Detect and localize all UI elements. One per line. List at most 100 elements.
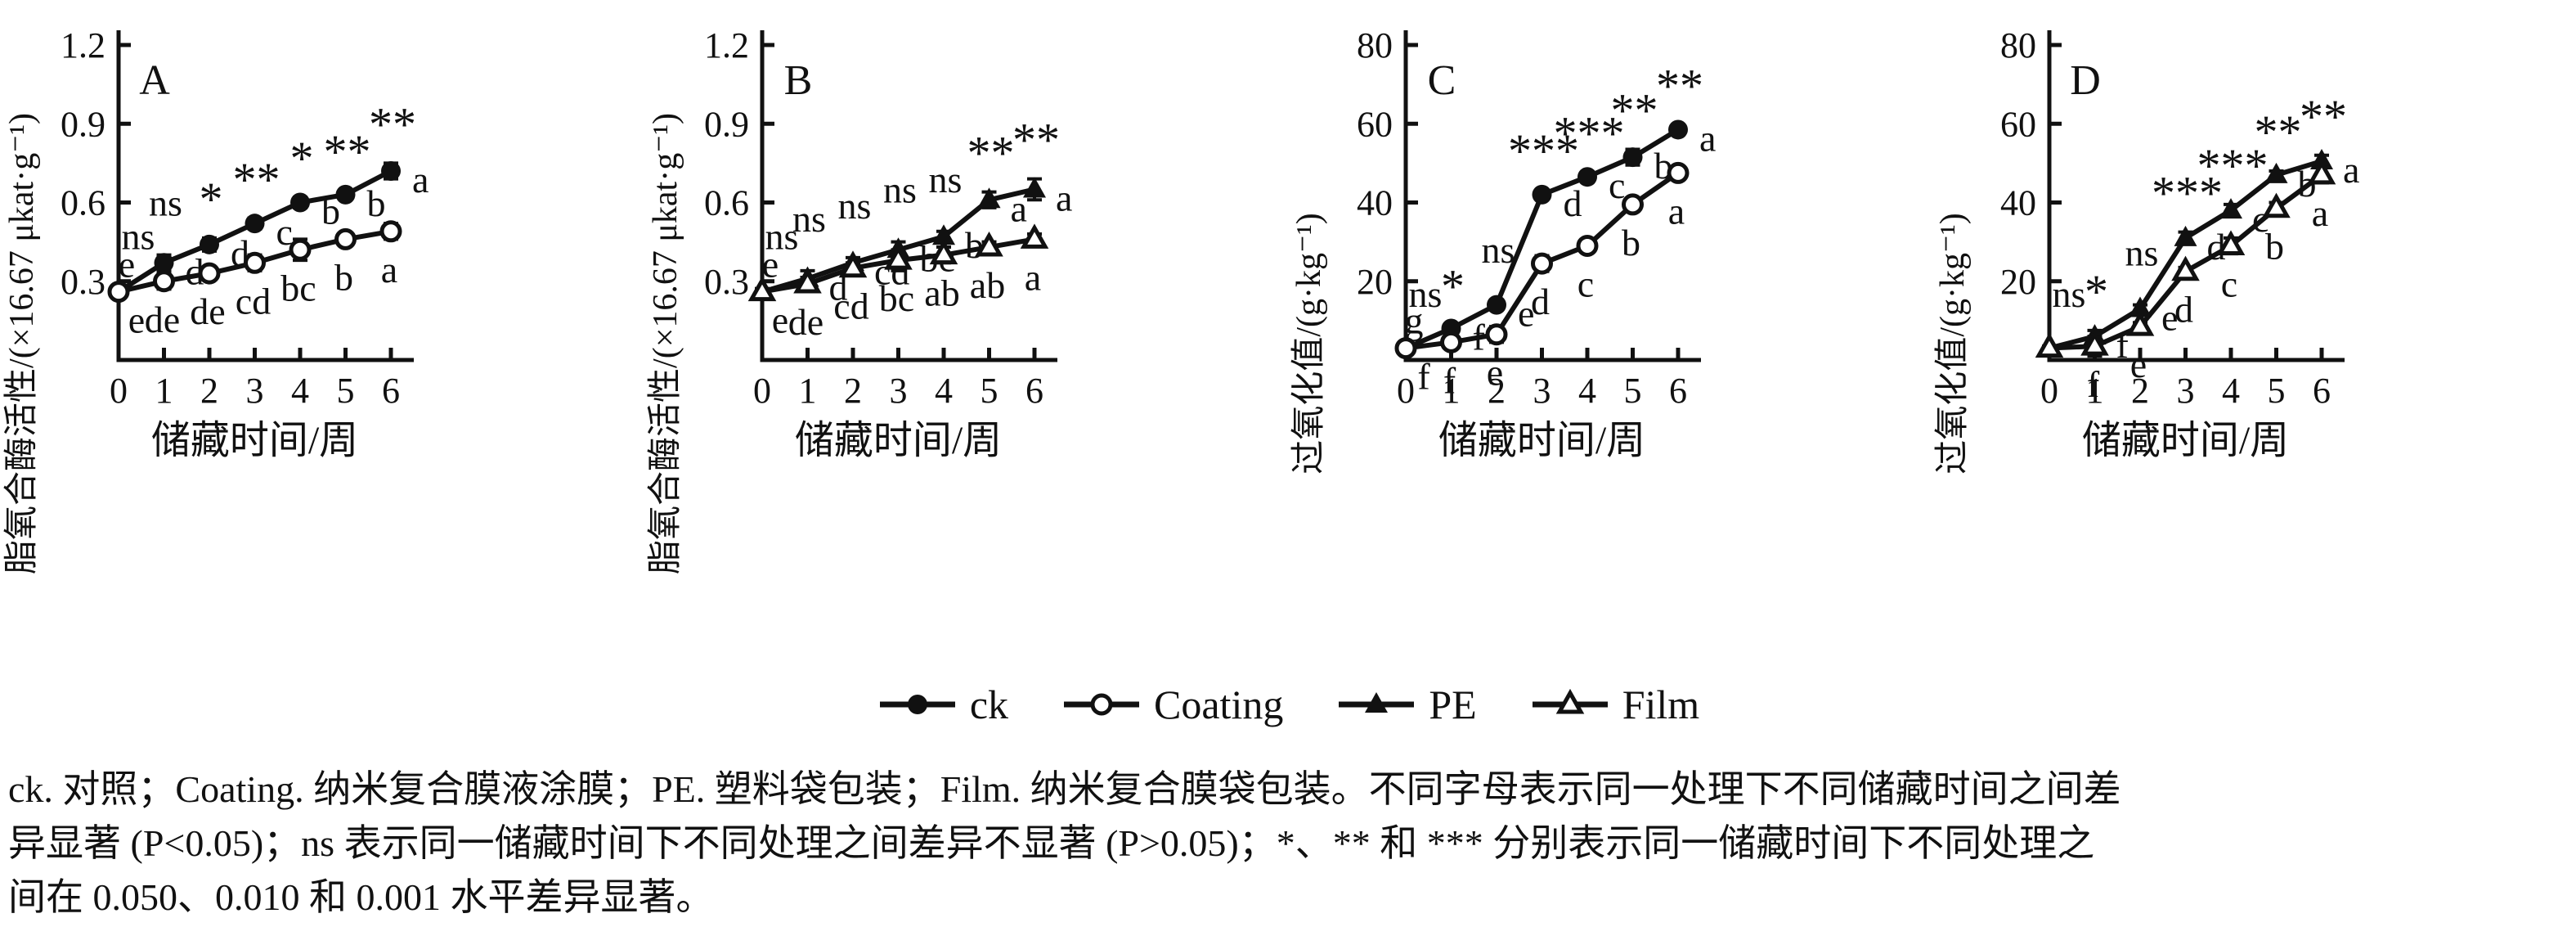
point-letter: bc xyxy=(879,277,914,319)
series-Film: e de cd bc ab ab a xyxy=(747,223,1049,343)
data-point-filled-triangle xyxy=(2174,225,2197,246)
data-point-open-triangle xyxy=(2125,311,2155,336)
y-tick-label: 20 xyxy=(2000,262,2036,302)
x-tick-label: 1 xyxy=(155,371,173,411)
y-tick-label: 80 xyxy=(2000,25,2036,65)
data-point-filled-circle xyxy=(1487,295,1506,315)
data-point-open-circle xyxy=(1576,234,1599,257)
data-point-open-circle xyxy=(1622,193,1644,216)
data-point-filled-circle xyxy=(154,253,174,273)
point-letter: a xyxy=(2343,149,2359,191)
point-letter: b xyxy=(1622,222,1640,263)
data-point-open-circle xyxy=(1531,252,1553,275)
data-point-open-triangle xyxy=(2262,192,2291,218)
data-point-filled-circle xyxy=(1668,119,1688,140)
point-letter: a xyxy=(1056,177,1072,218)
point-letter: f xyxy=(1443,359,1456,401)
x-tick-label: 5 xyxy=(981,371,999,411)
point-letter: b xyxy=(321,191,340,232)
sig-marker: ns xyxy=(929,159,963,200)
point-letter: d xyxy=(2174,289,2193,331)
data-point-filled-circle xyxy=(907,695,927,714)
data-point-open-triangle xyxy=(2035,332,2064,358)
x-tick-label: 0 xyxy=(753,371,771,411)
figure-caption: ck. 对照；Coating. 纳米复合膜液涂膜；PE. 塑料袋包装；Film.… xyxy=(8,763,2565,925)
sig-marker: ns xyxy=(1482,229,1515,271)
legend-item-coating: Coating xyxy=(1061,684,1283,725)
y-axis-label: 过氧化值/(g·kg⁻¹) xyxy=(1290,213,1328,474)
point-letter: e xyxy=(119,244,135,286)
y-tick-label: 40 xyxy=(1357,183,1393,223)
panel-label: D xyxy=(2070,57,2101,104)
sig-marker: ** xyxy=(967,127,1015,180)
data-point-filled-circle xyxy=(381,161,401,181)
sig-marker: ns xyxy=(122,216,155,258)
data-point-open-triangle xyxy=(793,268,822,294)
point-letter: e xyxy=(772,299,788,341)
data-point-filled-circle xyxy=(1577,167,1597,187)
point-letter: e xyxy=(128,299,145,341)
sig-marker: ns xyxy=(883,169,917,211)
point-letter: de xyxy=(788,301,824,343)
sig-marker: *** xyxy=(2197,139,2269,192)
data-point-open-triangle xyxy=(1020,223,1049,249)
data-point-filled-circle xyxy=(290,192,310,213)
x-tick-label: 6 xyxy=(1669,371,1687,411)
point-letter: cd xyxy=(236,280,271,322)
legend-label: Coating xyxy=(1154,682,1284,727)
axes xyxy=(1403,30,1701,362)
sig-marker: *** xyxy=(1508,124,1579,178)
legend: ck Coating PE Film xyxy=(0,684,2576,725)
panel-label: B xyxy=(784,57,813,104)
point-letter: ab xyxy=(924,272,959,314)
point-letter: ab xyxy=(970,264,1005,306)
sig-marker: * xyxy=(1441,260,1465,313)
x-axis-label: 储藏时间/周 xyxy=(1438,419,1645,462)
x-tick-label: 6 xyxy=(1025,371,1043,411)
x-tick-label: 0 xyxy=(110,371,128,411)
sig-marker: ** xyxy=(324,125,371,178)
data-point-filled-triangle xyxy=(2129,296,2152,317)
point-letter: e xyxy=(2130,344,2147,385)
data-point-open-triangle xyxy=(838,252,868,278)
sig-marker: *** xyxy=(2152,167,2223,220)
sig-marker: ** xyxy=(369,97,416,151)
point-letter: d xyxy=(1531,281,1550,322)
point-letter: f xyxy=(1417,356,1430,398)
y-tick-label: 20 xyxy=(1357,262,1393,302)
data-point-open-triangle xyxy=(2307,159,2336,185)
legend-marker-filled-triangle xyxy=(1339,692,1415,713)
y-tick-label: 80 xyxy=(1357,25,1393,65)
data-point-open-triangle xyxy=(2216,230,2246,255)
x-tick-label: 4 xyxy=(935,371,953,411)
y-tick-label: 0.9 xyxy=(61,104,105,144)
y-tick-label: 40 xyxy=(2000,183,2036,223)
point-letter: b xyxy=(367,182,386,224)
legend-marker-open-circle xyxy=(1064,693,1140,716)
y-axis-label: 过氧化值/(g·kg⁻¹) xyxy=(1934,213,1972,474)
x-tick-label: 6 xyxy=(2313,371,2331,411)
x-tick-label: 1 xyxy=(2086,371,2104,411)
panel-label: C xyxy=(1428,57,1456,104)
x-axis-label: 储藏时间/周 xyxy=(795,419,1002,462)
data-point-filled-circle xyxy=(1532,184,1552,205)
legend-label: Film xyxy=(1622,682,1700,727)
legend-marker-filled-circle xyxy=(879,695,955,714)
sig-marker: * xyxy=(200,173,223,226)
data-point-filled-triangle xyxy=(2219,198,2242,219)
data-point-open-circle xyxy=(1394,337,1417,360)
panel-b-chart: 0.3 0.6 0.9 1.2 0 1 2 3 4 5 6 脂氧合酶活性/(×16.67 μkat·g… xyxy=(647,25,1072,574)
y-tick-label: 60 xyxy=(1357,104,1393,144)
data-point-open-circle xyxy=(379,220,402,243)
x-tick-label: 0 xyxy=(2040,371,2058,411)
point-letter: de xyxy=(145,299,180,340)
data-point-open-triangle xyxy=(884,245,913,270)
sig-marker: ** xyxy=(1611,84,1658,137)
data-point-filled-circle xyxy=(1622,147,1643,168)
point-letter: a xyxy=(2312,192,2328,234)
point-letter: b xyxy=(334,256,353,298)
sig-marker: ns xyxy=(838,185,872,227)
point-letter: a xyxy=(412,159,429,200)
